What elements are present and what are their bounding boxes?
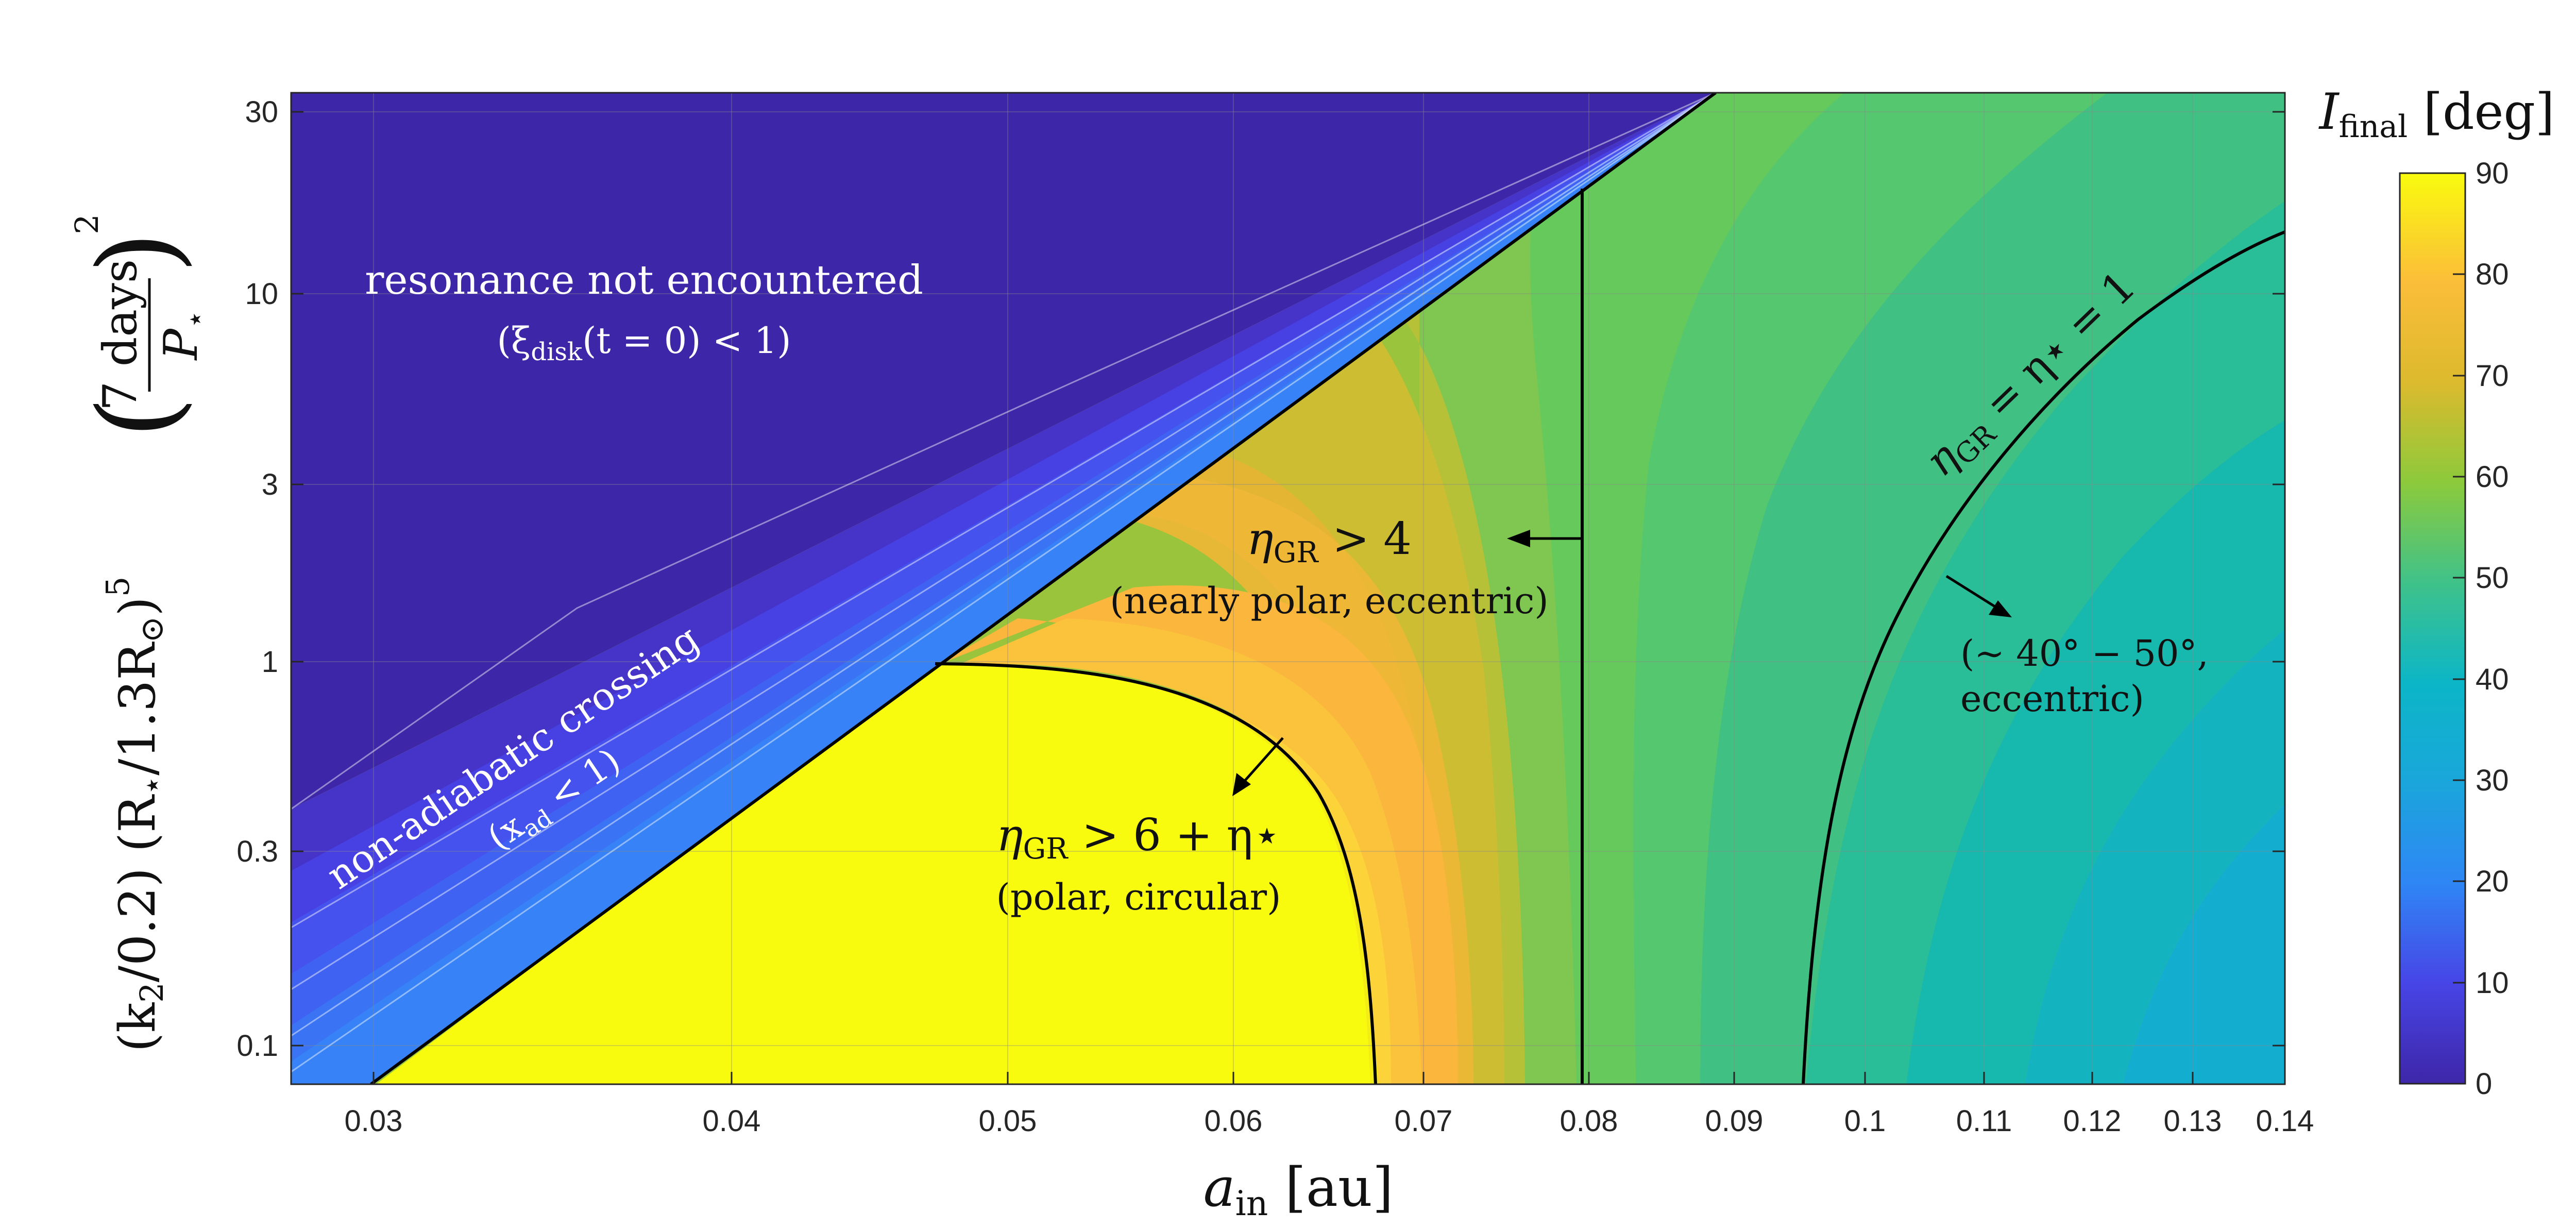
- x-tick-label: 0.05: [979, 1104, 1037, 1138]
- y-tick-label: 3: [262, 468, 278, 501]
- boundary-curves: [370, 93, 2285, 1084]
- colorbar-gradient: [2399, 172, 2466, 1085]
- x-tick-labels: 0.03 0.04 0.05 0.06 0.07 0.08 0.09 0.1 0…: [345, 1104, 2314, 1138]
- svg-text:P⋆: P⋆: [154, 310, 212, 361]
- annotation-polar: ηGR > 6 + η⋆ (polar, circular): [996, 810, 1281, 918]
- eta-gr-eta-star-1-curve: [1802, 230, 2285, 1084]
- y-tick-labels: 0.1 0.3 1 3 10 30: [236, 95, 278, 1063]
- svg-text:(: (: [75, 396, 201, 439]
- colorbar-tick-label: 20: [2476, 865, 2509, 898]
- arrow-eccentric: [1945, 575, 2000, 611]
- x-tick-label: 0.07: [1395, 1104, 1453, 1138]
- annotation-nearly-polar: ηGR > 4 (nearly polar, eccentric): [1110, 513, 1548, 622]
- x-tick-label: 0.14: [2256, 1104, 2314, 1138]
- x-tick-label: 0.1: [1844, 1104, 1886, 1138]
- colorbar-tick-label: 0: [2476, 1067, 2492, 1101]
- grid: [291, 93, 2285, 1084]
- arrow-polar-head: [1232, 773, 1251, 796]
- svg-text:ηGR > 4: ηGR > 4: [1247, 513, 1412, 569]
- svg-text:resonance not encountered: resonance not encountered: [365, 257, 923, 304]
- colorbar-label: Ifinal [deg]: [2318, 83, 2555, 145]
- x-tick-label: 0.08: [1560, 1104, 1618, 1138]
- svg-text:2: 2: [68, 214, 106, 234]
- y-tick-label: 0.1: [236, 1029, 278, 1063]
- x-axis-label: ain [au]: [1204, 1156, 1394, 1223]
- arrow-eccentric-head: [1989, 600, 2012, 617]
- y-tick-label: 0.3: [236, 835, 278, 868]
- colorbar: 0 10 20 30 40 50 60 70 80 90 Ifinal [deg…: [2318, 83, 2555, 1101]
- x-tick-label: 0.06: [1205, 1104, 1263, 1138]
- svg-text:(nearly polar, eccentric): (nearly polar, eccentric): [1110, 580, 1548, 622]
- svg-text:(ξdisk(t = 0) < 1): (ξdisk(t = 0) < 1): [497, 319, 791, 366]
- svg-text:(k2/0.2) (R⋆/1.3R⊙)5: (k2/0.2) (R⋆/1.3R⊙)5: [99, 577, 171, 1052]
- annotation-eccentric: (∼ 40° − 50°, eccentric): [1960, 632, 2209, 720]
- x-tick-label: 0.09: [1705, 1104, 1764, 1138]
- svg-text:): ): [75, 231, 201, 274]
- arrows: [1232, 530, 2012, 796]
- arrow-nearly-polar-head: [1507, 530, 1530, 547]
- colorbar-tick-label: 60: [2476, 460, 2509, 494]
- tick-marks: [291, 111, 2286, 1084]
- svg-text:(∼ 40° − 50°,: (∼ 40° − 50°,: [1960, 632, 2209, 675]
- svg-text:(polar, circular): (polar, circular): [996, 876, 1281, 918]
- x-tick-label: 0.03: [345, 1104, 403, 1138]
- colorbar-tick-label: 30: [2476, 764, 2509, 797]
- colorbar-tick-label: 70: [2476, 359, 2509, 393]
- colorbar-tick-label: 80: [2476, 258, 2509, 291]
- y-tick-label: 10: [245, 277, 278, 311]
- adiabatic-boundary-curve: [370, 93, 1717, 1084]
- svg-text:eccentric): eccentric): [1960, 678, 2144, 720]
- colorbar-tick-label: 50: [2476, 561, 2509, 595]
- faint-contours: [291, 93, 1716, 1073]
- annotation-resonance: resonance not encountered (ξdisk(t = 0) …: [365, 257, 923, 366]
- svg-text:ηGR > 6 + η⋆: ηGR > 6 + η⋆: [996, 810, 1281, 866]
- eta-gr-6-plus-eta-star-curve: [935, 662, 1377, 1084]
- colorbar-tick-label: 90: [2476, 157, 2509, 190]
- x-tick-label: 0.04: [703, 1104, 761, 1138]
- y-tick-label: 1: [262, 645, 278, 679]
- y-tick-label: 30: [245, 95, 278, 129]
- colorbar-tick-label: 40: [2476, 663, 2509, 696]
- colorbar-tick-label: 10: [2476, 966, 2509, 1000]
- arrow-polar: [1241, 737, 1284, 785]
- x-tick-label: 0.11: [1956, 1104, 2012, 1138]
- x-tick-label: 0.12: [2063, 1104, 2122, 1138]
- svg-text:7 days: 7 days: [93, 259, 147, 411]
- x-tick-label: 0.13: [2164, 1104, 2222, 1138]
- y-axis-label: (k2/0.2) (R⋆/1.3R⊙)5 ( 7 days P⋆ ) 2: [68, 214, 212, 1052]
- heatmap: [291, 93, 2285, 1084]
- plot-frame: [290, 92, 2286, 1085]
